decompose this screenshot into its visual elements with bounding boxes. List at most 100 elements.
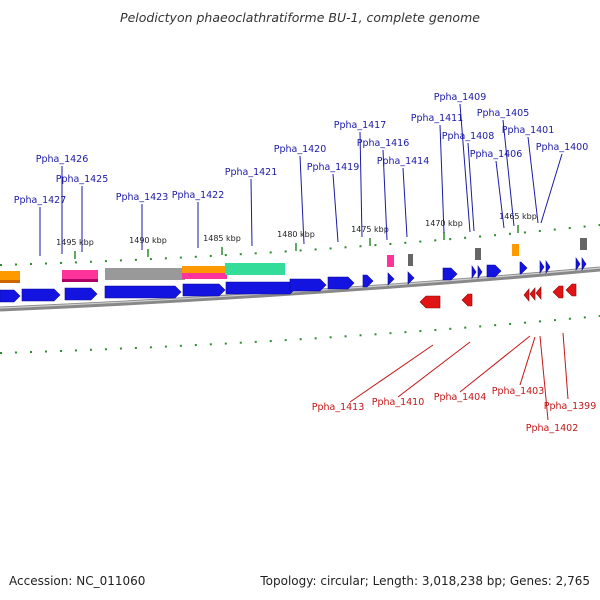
gene-label-ppha-1405: Ppha_1405	[477, 108, 530, 119]
reverse-gene-arrow	[523, 288, 530, 302]
genome-feature-block	[512, 244, 519, 256]
genome-summary-text: Topology: circular; Length: 3,018,238 bp…	[260, 574, 590, 588]
leader-line-ppha-1408	[467, 142, 475, 232]
gene-label-ppha-1419: Ppha_1419	[307, 162, 360, 173]
gene-label-ppha-1423: Ppha_1423	[116, 192, 169, 203]
gene-label-ppha-1420: Ppha_1420	[274, 144, 327, 155]
leader-line-ppha-1401	[527, 136, 539, 224]
gene-label-ppha-1427: Ppha_1427	[14, 195, 67, 206]
genome-feature-block	[182, 266, 227, 274]
leader-line-ppha-1416	[382, 149, 388, 241]
leader-line-ppha-1406	[495, 160, 505, 229]
forward-gene-arrow	[387, 272, 395, 286]
forward-gene-arrow	[225, 281, 297, 295]
reverse-gene-arrow	[529, 287, 536, 301]
forward-gene-arrow	[362, 274, 374, 288]
map-title: Pelodictyon phaeoclathratiforme BU-1, co…	[120, 10, 480, 25]
reverse-gene-arrow	[535, 286, 542, 300]
forward-gene-arrow	[407, 271, 415, 285]
forward-gene-arrow	[442, 267, 458, 281]
gene-label-ppha-1417: Ppha_1417	[334, 120, 387, 131]
leader-line-ppha-1419	[332, 173, 339, 243]
kbp-tick-label-1475-kbp: 1475 kbp	[351, 225, 389, 234]
forward-genes	[0, 257, 587, 303]
leader-line-ppha-1404	[459, 335, 531, 393]
reverse-gene-arrow	[552, 285, 564, 299]
reverse-gene-labels: Ppha_1413 Ppha_1410 Ppha_1404 Ppha_1403 Ppha…	[312, 332, 597, 434]
forward-gene-arrow	[327, 276, 355, 290]
forward-gene-arrow	[477, 265, 483, 279]
gene-label-ppha-1408: Ppha_1408	[442, 131, 495, 142]
leader-line-ppha-1410	[397, 341, 471, 398]
forward-gene-arrow	[21, 288, 61, 302]
forward-gene-arrow	[289, 278, 327, 292]
forward-gene-arrow	[471, 265, 477, 279]
leader-line-ppha-1417	[359, 131, 363, 238]
genome-feature-block	[408, 254, 413, 266]
genome-backbone	[0, 266, 600, 312]
gene-label-ppha-1426: Ppha_1426	[36, 154, 89, 165]
forward-gene-arrow	[104, 285, 182, 299]
gene-label-ppha-1421: Ppha_1421	[225, 167, 278, 178]
leader-line-ppha-1399	[562, 332, 569, 400]
kbp-tick-label-1490-kbp: 1490 kbp	[129, 236, 167, 245]
forward-gene-arrow	[0, 289, 21, 303]
forward-gene-arrow	[575, 257, 581, 271]
genome-feature-block	[0, 271, 20, 282]
genome-feature-block	[0, 280, 20, 283]
forward-gene-arrow	[64, 287, 98, 301]
gene-label-ppha-1404: Ppha_1404	[434, 392, 487, 403]
gene-label-ppha-1416: Ppha_1416	[357, 138, 410, 149]
forward-gene-arrow	[581, 257, 587, 271]
genome-feature-block	[182, 273, 227, 279]
gene-label-ppha-1402: Ppha_1402	[526, 423, 579, 434]
lower-tick-arc	[0, 315, 600, 354]
features	[0, 238, 587, 283]
gene-label-ppha-1425: Ppha_1425	[56, 174, 109, 185]
genome-feature-block	[225, 263, 285, 275]
gene-label-ppha-1413: Ppha_1413	[312, 402, 365, 413]
leader-line-ppha-1411	[439, 124, 445, 234]
gene-label-ppha-1410: Ppha_1410	[372, 397, 425, 408]
genome-feature-block	[62, 279, 98, 282]
kbp-tick-label-1495-kbp: 1495 kbp	[56, 238, 94, 247]
reverse-gene-arrow	[565, 283, 577, 297]
reverse-gene-arrow	[419, 295, 441, 309]
forward-gene-arrow	[519, 261, 528, 275]
kbp-tick-label-1480-kbp: 1480 kbp	[277, 230, 315, 239]
leader-line-ppha-1409	[459, 103, 471, 233]
gene-label-ppha-1422: Ppha_1422	[172, 190, 225, 201]
leader-line-ppha-1420	[299, 155, 305, 245]
forward-gene-arrow	[182, 283, 226, 297]
gene-label-ppha-1409: Ppha_1409	[434, 92, 487, 103]
leader-line-ppha-1413	[349, 344, 434, 403]
kbp-ticks: 1495 kbp 1490 kbp 1485 kbp 1480 kbp 1475 kbp…	[56, 212, 537, 259]
kbp-tick-label-1485-kbp: 1485 kbp	[203, 234, 241, 243]
forward-gene-arrow	[539, 260, 545, 274]
accession-text: Accession: NC_011060	[9, 574, 146, 588]
genome-feature-block	[580, 238, 587, 250]
gene-label-ppha-1399: Ppha_1399	[544, 401, 597, 412]
forward-gene-arrow	[486, 264, 502, 278]
gene-label-ppha-1403: Ppha_1403	[492, 386, 545, 397]
kbp-tick-label-1465-kbp: 1465 kbp	[499, 212, 537, 221]
leader-line-ppha-1403	[519, 336, 536, 386]
leader-line-ppha-1405	[502, 119, 515, 227]
leader-line-ppha-1400	[540, 153, 563, 224]
gene-label-ppha-1401: Ppha_1401	[502, 125, 555, 136]
gene-label-ppha-1406: Ppha_1406	[470, 149, 523, 160]
genome-feature-block	[62, 270, 98, 280]
gene-label-ppha-1411: Ppha_1411	[411, 113, 464, 124]
genome-feature-block	[475, 248, 481, 260]
leader-line-ppha-1421	[250, 178, 253, 247]
genome-feature-block	[387, 255, 394, 267]
gene-label-ppha-1400: Ppha_1400	[536, 142, 589, 153]
genome-feature-block	[105, 268, 185, 280]
leader-line-ppha-1402	[539, 335, 549, 421]
reverse-genes	[419, 283, 577, 309]
upper-tick-arc	[0, 224, 600, 266]
leader-line-ppha-1414	[402, 167, 408, 238]
genome-backbone-highlight	[0, 267, 600, 309]
forward-gene-arrow	[545, 260, 551, 274]
